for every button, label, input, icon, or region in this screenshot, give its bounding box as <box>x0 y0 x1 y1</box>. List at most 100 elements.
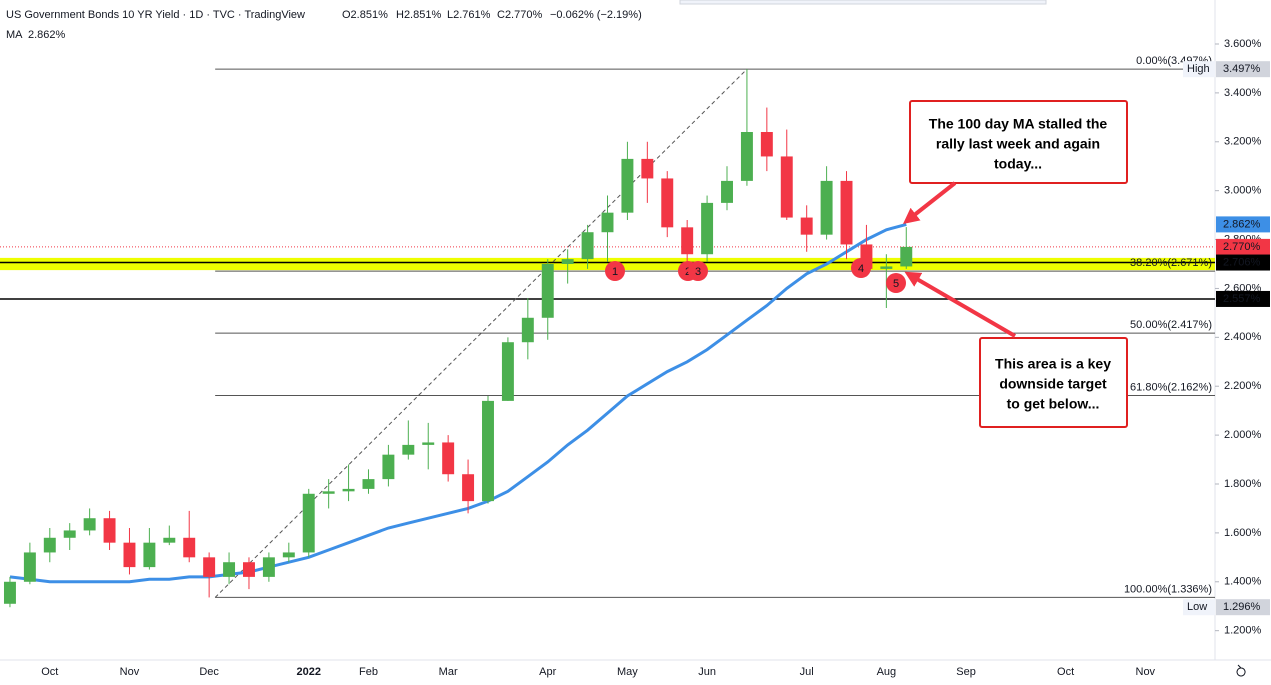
candle-body <box>322 491 335 494</box>
candle-body <box>83 518 96 531</box>
ma-line <box>9 222 907 584</box>
candle-body <box>561 259 574 264</box>
x-tick-label: Jun <box>698 666 716 678</box>
candle-body <box>103 518 116 543</box>
x-tick-label: Nov <box>1136 666 1156 678</box>
candle-body <box>501 342 514 401</box>
marker-label: 4 <box>858 263 864 275</box>
price-label-box <box>1216 61 1270 78</box>
marker-label: 3 <box>695 266 701 278</box>
x-tick-label: Jul <box>800 666 814 678</box>
x-tick-label: Oct <box>1057 666 1074 678</box>
callout-arrow <box>904 271 1017 338</box>
candle-body <box>143 542 156 568</box>
candle-body <box>342 488 355 492</box>
price-label: 2.557% <box>1223 293 1261 305</box>
marker-circle <box>688 261 708 281</box>
candle-body <box>43 537 56 553</box>
callout-text: to get below... <box>1007 396 1100 412</box>
x-tick-label: Feb <box>359 666 378 678</box>
marker-circle <box>851 258 871 278</box>
candle-body <box>422 442 435 445</box>
price-tag: Low <box>1187 601 1207 613</box>
y-tick-label: 3.200% <box>1224 136 1262 148</box>
candle-body <box>163 537 176 543</box>
candle-body <box>482 400 494 502</box>
candle-body <box>302 493 315 553</box>
settings-icon[interactable] <box>1236 664 1246 677</box>
y-tick-label: 3.600% <box>1224 38 1262 50</box>
y-tick-label: 2.200% <box>1224 380 1262 392</box>
candle-body <box>681 227 694 255</box>
y-tick-label: 3.000% <box>1224 185 1262 197</box>
candle-body <box>641 158 654 179</box>
price-label: 1.296% <box>1223 601 1261 613</box>
candle-body <box>740 132 753 181</box>
candle-body <box>721 180 733 203</box>
price-tag: High <box>1187 63 1210 75</box>
callout-text: rally last week and again <box>936 136 1100 152</box>
price-label-box <box>1216 238 1270 255</box>
candle-body <box>402 444 415 455</box>
callout-text: This area is a key <box>995 356 1111 372</box>
candle-body <box>521 317 534 343</box>
candle-body <box>840 180 853 245</box>
chart-title: US Government Bonds 10 YR Yield · 1D · T… <box>6 9 305 21</box>
candle-body <box>701 202 714 255</box>
price-label-box <box>1216 599 1270 616</box>
callout-box <box>909 100 1128 184</box>
callout-text: downside target <box>999 376 1107 392</box>
fib-label: 50.00%(2.417%) <box>1130 319 1212 331</box>
marker-label: 5 <box>893 278 899 290</box>
x-tick-label: Aug <box>877 666 897 678</box>
price-label: 2.862% <box>1223 218 1261 230</box>
x-tick-label: Mar <box>439 666 458 678</box>
candle-body <box>262 557 275 577</box>
marker-circle <box>886 273 906 293</box>
y-tick-label: 1.200% <box>1224 625 1262 637</box>
price-label-box <box>1216 290 1270 307</box>
candle-body <box>282 552 295 558</box>
price-label: 2.770% <box>1223 241 1261 253</box>
y-tick-label: 3.400% <box>1224 87 1262 99</box>
x-tick-label: May <box>617 666 638 678</box>
candle-body <box>442 442 455 475</box>
callout-arrow <box>902 181 957 224</box>
candle-body <box>800 217 813 235</box>
candle-body <box>362 479 375 489</box>
candle-body <box>601 212 614 233</box>
y-tick-label: 1.800% <box>1224 478 1262 490</box>
candle-body <box>123 542 136 568</box>
callout-box <box>979 337 1128 428</box>
candle-body <box>63 530 76 538</box>
price-label-box <box>1216 216 1270 233</box>
price-label: 2.706% <box>1223 256 1261 268</box>
candle-body <box>382 454 395 480</box>
marker-label: 1 <box>612 266 618 278</box>
x-tick-label: Sep <box>956 666 976 678</box>
y-tick-label: 2.400% <box>1224 331 1262 343</box>
candle-body <box>581 232 594 260</box>
marker-circle <box>605 261 625 281</box>
price-label-box <box>1216 254 1270 271</box>
marker-label: 2 <box>685 266 691 278</box>
candle-body <box>780 156 793 218</box>
x-tick-label: 2022 <box>296 666 320 678</box>
callout-text: today... <box>994 156 1042 172</box>
candle-body <box>462 474 475 502</box>
ma-legend-name: MA <box>6 29 23 41</box>
callout-text: The 100 day MA stalled the <box>929 116 1108 132</box>
x-tick-label: Dec <box>199 666 219 678</box>
candle-body <box>223 562 236 577</box>
y-tick-label: 1.600% <box>1224 527 1262 539</box>
price-tag-box <box>1183 61 1215 78</box>
candle-body <box>880 266 893 269</box>
price-tag-box <box>1183 599 1215 616</box>
candle-body <box>203 557 216 577</box>
ohlc-legend: H2.851% <box>396 9 441 21</box>
ohlc-legend: C2.770% <box>497 9 542 21</box>
ma-legend-value: 2.862% <box>28 29 66 41</box>
candle-body <box>900 246 913 267</box>
fib-label: 100.00%(1.336%) <box>1124 583 1212 595</box>
